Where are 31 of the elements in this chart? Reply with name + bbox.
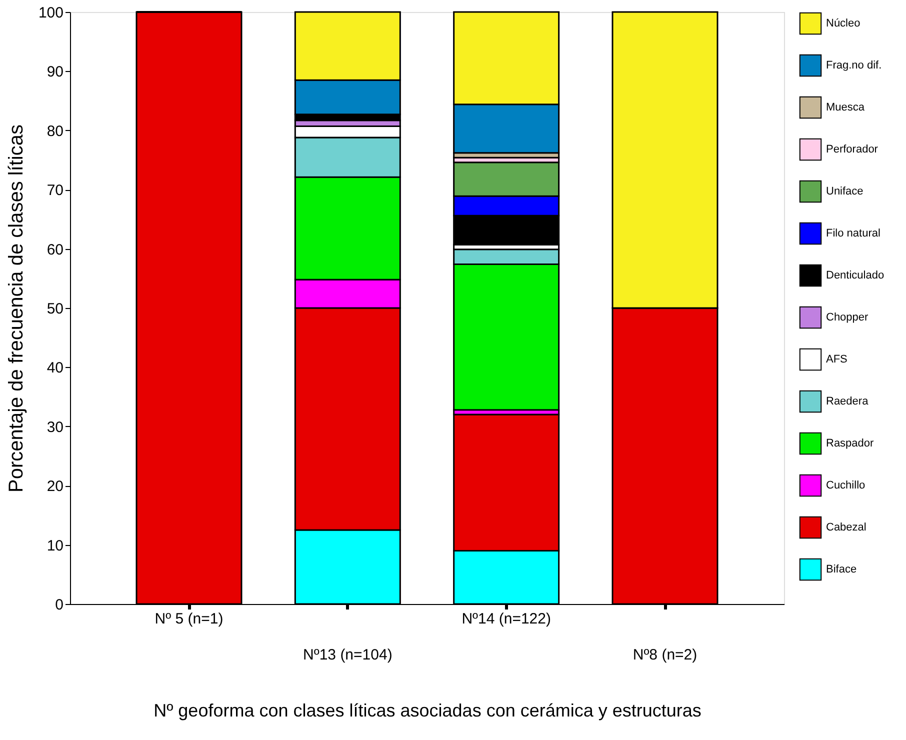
y-tick-label: 80 [46, 122, 64, 140]
x-axis-title: Nº geoforma con clases líticas asociadas con cerámica y estructuras [154, 700, 702, 720]
legend-label: AFS [826, 354, 848, 366]
x-tick-label: Nº8 (n=2) [632, 646, 698, 664]
y-tick-label: 50 [46, 300, 64, 318]
legend-label: Raspador [826, 438, 874, 450]
legend-label: Frag.no dif. [826, 60, 882, 72]
legend-label: Biface [826, 564, 857, 576]
legend-label: Uniface [826, 186, 864, 198]
legend-label: Chopper [826, 312, 869, 324]
legend-label: Núcleo [826, 18, 860, 30]
y-tick-label: 70 [46, 182, 64, 200]
legend-label: Cuchillo [826, 480, 866, 492]
x-tick-label: Nº13 (n=104) [303, 646, 392, 664]
y-tick-label: 20 [46, 478, 64, 496]
legend-label: Cabezal [826, 522, 866, 534]
x-tick-label: Nº 5 (n=1) [154, 610, 224, 628]
legend-label: Muesca [826, 102, 866, 114]
y-tick-label: 40 [46, 360, 64, 377]
y-tick-label: 90 [46, 64, 64, 81]
y-tick-label: 30 [46, 418, 64, 436]
legend-label: Filo natural [826, 228, 880, 240]
y-tick-label: 100 [38, 4, 64, 22]
y-axis-title: Porcentaje de frecuencia de clases líticas [5, 124, 28, 492]
y-tick-label: 60 [46, 241, 64, 258]
x-tick-label: Nº14 (n=122) [462, 610, 551, 628]
legend-label: Denticulado [826, 270, 884, 282]
legend-label: Raedera [826, 396, 870, 408]
legend-label: Perforador [826, 144, 878, 156]
y-tick-label: 0 [55, 596, 64, 614]
y-tick-label: 10 [46, 537, 64, 554]
